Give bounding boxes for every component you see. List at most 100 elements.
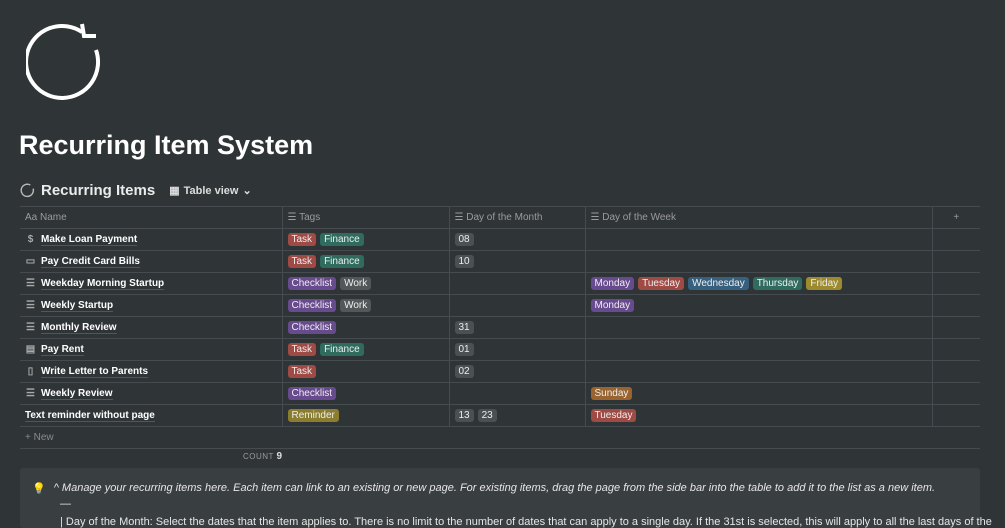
- cell-name[interactable]: ☰ Monthly Review: [20, 316, 282, 339]
- tag[interactable]: Work: [340, 299, 372, 312]
- new-row-button[interactable]: + New: [20, 426, 980, 449]
- cell-name[interactable]: Text reminder without page: [20, 404, 282, 427]
- tag[interactable]: Reminder: [287, 409, 339, 422]
- cell-tags[interactable]: Checklist: [281, 316, 449, 339]
- item-name[interactable]: Weekly Startup: [41, 299, 114, 312]
- checklist-icon: ☰: [26, 388, 35, 399]
- cell-empty: [931, 272, 980, 295]
- cell-day-of-month[interactable]: 13 23: [448, 404, 585, 427]
- cell-name[interactable]: ▯ Write Letter to Parents: [20, 360, 282, 383]
- cell-day-of-week[interactable]: Monday Tuesday Wednesday Thursday Friday: [584, 272, 932, 295]
- cell-tags[interactable]: Task Finance: [281, 228, 449, 251]
- cell-name[interactable]: ▭ Pay Credit Card Bills: [20, 250, 282, 273]
- callout-text: ^ Manage your recurring items here. Each…: [53, 482, 936, 494]
- table-row[interactable]: ☰ Monthly Review Checklist 31: [20, 316, 980, 339]
- cell-name[interactable]: ☰ Weekly Startup: [20, 294, 282, 317]
- refresh-icon: [20, 183, 35, 198]
- item-name[interactable]: Pay Credit Card Bills: [41, 255, 140, 268]
- cell-empty: [931, 228, 980, 251]
- tag[interactable]: 23: [477, 409, 497, 422]
- tag[interactable]: Work: [340, 277, 372, 290]
- item-name[interactable]: Make Loan Payment: [41, 233, 138, 246]
- tag[interactable]: Checklist: [287, 277, 337, 290]
- cell-name[interactable]: ☰ Weekly Review: [20, 382, 282, 405]
- cell-day-of-week[interactable]: Monday: [584, 294, 932, 317]
- tag[interactable]: Friday: [806, 277, 843, 290]
- cell-day-of-month[interactable]: 01: [448, 338, 585, 361]
- item-name[interactable]: Pay Rent: [41, 343, 84, 356]
- tag[interactable]: Task: [287, 255, 317, 268]
- tag[interactable]: Tuesday: [590, 409, 637, 422]
- tag[interactable]: Monday: [590, 299, 635, 312]
- tag[interactable]: Finance: [320, 343, 364, 356]
- column-header-name[interactable]: Aa Name: [20, 206, 282, 229]
- table-row[interactable]: Text reminder without page Reminder 13 23…: [20, 404, 980, 427]
- cell-day-of-month[interactable]: 10: [448, 250, 585, 273]
- tag[interactable]: Checklist: [287, 299, 337, 312]
- tag[interactable]: Thursday: [752, 277, 803, 290]
- list-icon: ☰: [590, 212, 600, 223]
- table-row[interactable]: ▯ Write Letter to Parents Task 02: [20, 360, 980, 383]
- tag[interactable]: Finance: [320, 233, 364, 246]
- cell-tags[interactable]: Task Finance: [281, 250, 449, 273]
- cell-day-of-month[interactable]: [448, 382, 585, 405]
- cell-day-of-week[interactable]: [584, 250, 932, 273]
- cell-day-of-week[interactable]: [584, 360, 932, 383]
- cell-tags[interactable]: Task: [281, 360, 449, 383]
- item-name[interactable]: Monthly Review: [41, 321, 117, 334]
- column-header-tags[interactable]: ☰ Tags: [281, 206, 449, 229]
- cell-tags[interactable]: Checklist: [281, 382, 449, 405]
- tag[interactable]: Wednesday: [688, 277, 749, 290]
- tag[interactable]: 02: [454, 365, 474, 378]
- tag[interactable]: 31: [454, 321, 474, 334]
- cell-day-of-month[interactable]: 02: [448, 360, 585, 383]
- cell-name[interactable]: $ Make Loan Payment: [20, 228, 282, 251]
- table-row[interactable]: ▭ Pay Credit Card Bills Task Finance 10: [20, 250, 980, 273]
- credit-card-icon: ▭: [25, 256, 36, 267]
- tag[interactable]: Task: [287, 343, 317, 356]
- tag[interactable]: Tuesday: [638, 277, 685, 290]
- view-switcher[interactable]: ▦ Table view ⌄: [169, 184, 251, 198]
- table-row[interactable]: ☰ Weekday Morning Startup Checklist Work M…: [20, 272, 980, 295]
- cell-name[interactable]: ☰ Weekday Morning Startup: [20, 272, 282, 295]
- item-name[interactable]: Weekly Review: [41, 387, 113, 400]
- table-row[interactable]: $ Make Loan Payment Task Finance 08: [20, 228, 980, 251]
- table-row[interactable]: ☰ Weekly Review Checklist Sunday: [20, 382, 980, 405]
- callout-text-2: | Day of the Month: Select the dates tha…: [60, 516, 992, 528]
- tag[interactable]: Task: [287, 233, 317, 246]
- table-row[interactable]: ▤ Pay Rent Task Finance 01: [20, 338, 980, 361]
- cell-day-of-month[interactable]: [448, 272, 585, 295]
- database-title[interactable]: Recurring Items: [41, 182, 156, 199]
- tag[interactable]: Finance: [320, 255, 364, 268]
- column-header-day-of-week[interactable]: ☰ Day of the Week: [584, 206, 932, 229]
- tag[interactable]: Task: [287, 365, 317, 378]
- tag[interactable]: 10: [454, 255, 474, 268]
- document-icon: ▯: [27, 366, 34, 377]
- cell-name[interactable]: ▤ Pay Rent: [20, 338, 282, 361]
- cell-tags[interactable]: Reminder: [281, 404, 449, 427]
- column-header-day-of-month[interactable]: ☰ Day of the Month: [448, 206, 585, 229]
- tag[interactable]: 08: [454, 233, 474, 246]
- table-row[interactable]: ☰ Weekly Startup Checklist Work Monday: [20, 294, 980, 317]
- cell-day-of-week[interactable]: Sunday: [584, 382, 932, 405]
- add-column-button[interactable]: +: [931, 206, 980, 229]
- cell-day-of-week[interactable]: [584, 338, 932, 361]
- tag[interactable]: Checklist: [287, 387, 337, 400]
- cell-tags[interactable]: Task Finance: [281, 338, 449, 361]
- tag[interactable]: 13: [454, 409, 474, 422]
- tag[interactable]: Checklist: [287, 321, 337, 334]
- tag[interactable]: Monday: [590, 277, 635, 290]
- cell-day-of-week[interactable]: [584, 316, 932, 339]
- item-name[interactable]: Write Letter to Parents: [41, 365, 149, 378]
- cell-tags[interactable]: Checklist Work: [281, 272, 449, 295]
- item-name[interactable]: Text reminder without page: [25, 409, 155, 422]
- cell-day-of-week[interactable]: Tuesday: [584, 404, 932, 427]
- cell-tags[interactable]: Checklist Work: [281, 294, 449, 317]
- tag[interactable]: 01: [454, 343, 474, 356]
- item-name[interactable]: Weekday Morning Startup: [41, 277, 165, 290]
- cell-day-of-month[interactable]: 08: [448, 228, 585, 251]
- cell-day-of-week[interactable]: [584, 228, 932, 251]
- tag[interactable]: Sunday: [590, 387, 633, 400]
- cell-day-of-month[interactable]: 31: [448, 316, 585, 339]
- cell-day-of-month[interactable]: [448, 294, 585, 317]
